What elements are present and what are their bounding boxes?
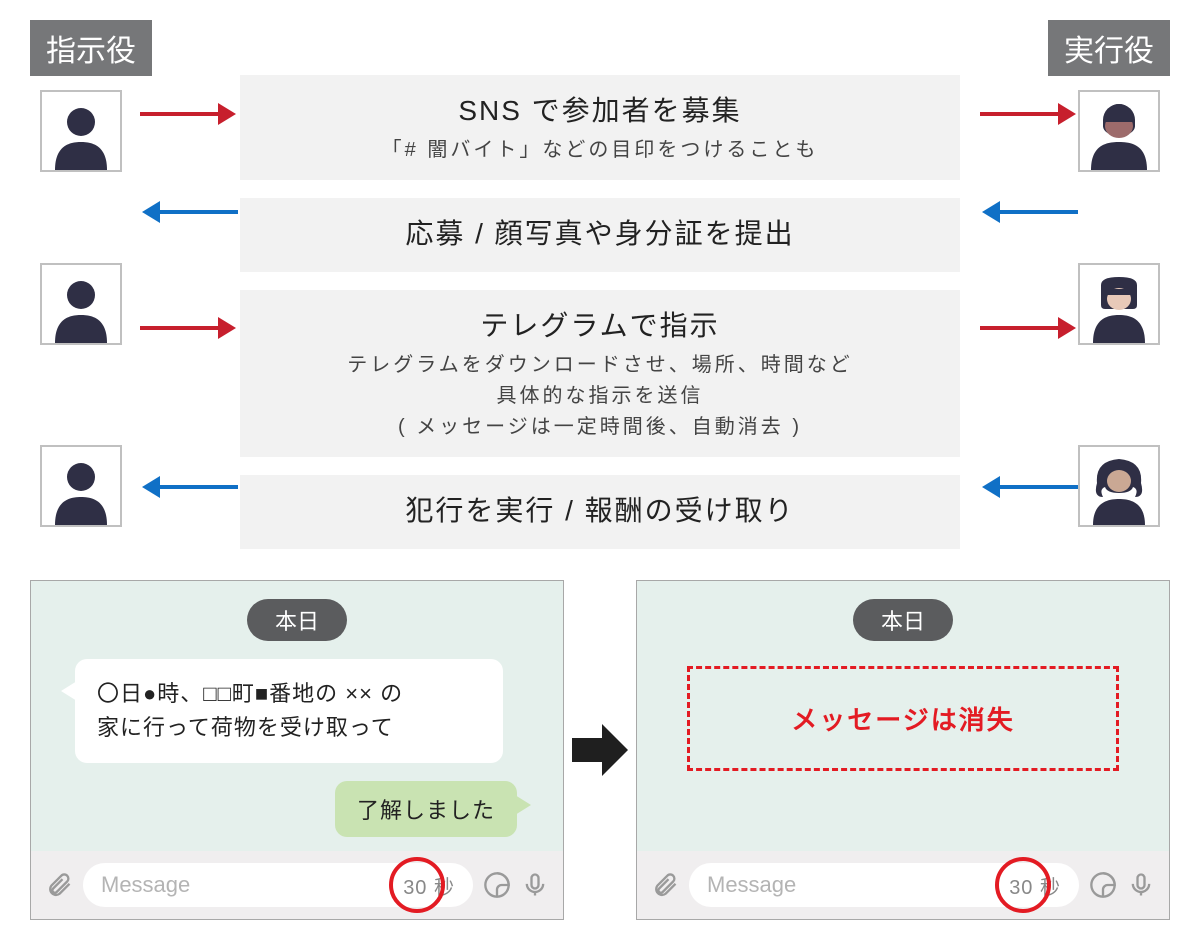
executor-avatar	[1078, 445, 1160, 527]
step-4: 犯行を実行 / 報酬の受け取り	[240, 475, 960, 549]
timer-text: 30 秒	[1009, 871, 1061, 900]
placeholder: Message	[707, 872, 796, 898]
role-executor-label: 実行役	[1048, 20, 1170, 76]
step-title: 犯行を実行 / 報酬の受け取り	[260, 489, 940, 529]
step-1: SNS で参加者を募集 「# 闇バイト」などの目印をつけることも	[240, 75, 960, 180]
arrow-right-icon	[140, 326, 220, 330]
date-pill: 本日	[247, 599, 347, 641]
sticker-icon[interactable]	[1089, 871, 1117, 899]
flow-diagram: 指示役 実行役 SNS で参加者を募集 「# 闇バイト」などの目印をつけることも…	[0, 0, 1200, 550]
executor-avatar	[1078, 90, 1160, 172]
message-lost-text: メッセージは消失	[791, 700, 1014, 737]
arrow-right-icon	[980, 112, 1060, 116]
step-sub: 「# 闇バイト」などの目印をつけることも	[260, 135, 940, 166]
attachment-icon[interactable]	[45, 871, 73, 899]
step-sub: テレグラムをダウンロードさせ、場所、時間など 具体的な指示を送信 ( メッセージ…	[260, 350, 940, 443]
timer-text: 30 秒	[403, 871, 455, 900]
attachment-icon[interactable]	[651, 871, 679, 899]
message-input[interactable]: Message 30 秒	[689, 863, 1079, 907]
instructor-avatar	[40, 90, 122, 172]
executor-avatar	[1078, 263, 1160, 345]
steps-column: SNS で参加者を募集 「# 闇バイト」などの目印をつけることも 応募 / 顔写…	[240, 75, 960, 549]
step-title: テレグラムで指示	[260, 304, 940, 344]
outgoing-message: 了解しました	[335, 781, 517, 837]
chat-comparison: 本日 〇日●時、□□町■番地の ×× の 家に行って荷物を受け取って 了解しまし…	[30, 580, 1170, 920]
chat-after: 本日 メッセージは消失 Message 30 秒	[636, 580, 1170, 920]
sticker-icon[interactable]	[483, 871, 511, 899]
message-input[interactable]: Message 30 秒	[83, 863, 473, 907]
chat-before: 本日 〇日●時、□□町■番地の ×× の 家に行って荷物を受け取って 了解しまし…	[30, 580, 564, 920]
arrow-left-icon	[998, 485, 1078, 489]
step-3: テレグラムで指示 テレグラムをダウンロードさせ、場所、時間など 具体的な指示を送…	[240, 290, 960, 457]
date-pill: 本日	[853, 599, 953, 641]
arrow-left-icon	[158, 210, 238, 214]
transition-arrow-icon	[572, 718, 628, 782]
mic-icon[interactable]	[521, 871, 549, 899]
incoming-message: 〇日●時、□□町■番地の ×× の 家に行って荷物を受け取って	[75, 659, 503, 763]
instructor-avatar	[40, 445, 122, 527]
message-lost-box: メッセージは消失	[687, 666, 1119, 771]
chat-input-bar: Message 30 秒	[31, 851, 563, 919]
arrow-left-icon	[998, 210, 1078, 214]
instructor-avatar	[40, 263, 122, 345]
step-2: 応募 / 顔写真や身分証を提出	[240, 198, 960, 272]
step-title: SNS で参加者を募集	[260, 89, 940, 129]
arrow-right-icon	[980, 326, 1060, 330]
step-title: 応募 / 顔写真や身分証を提出	[260, 212, 940, 252]
arrow-right-icon	[140, 112, 220, 116]
mic-icon[interactable]	[1127, 871, 1155, 899]
placeholder: Message	[101, 872, 190, 898]
chat-input-bar: Message 30 秒	[637, 851, 1169, 919]
arrow-left-icon	[158, 485, 238, 489]
role-instructor-label: 指示役	[30, 20, 152, 76]
